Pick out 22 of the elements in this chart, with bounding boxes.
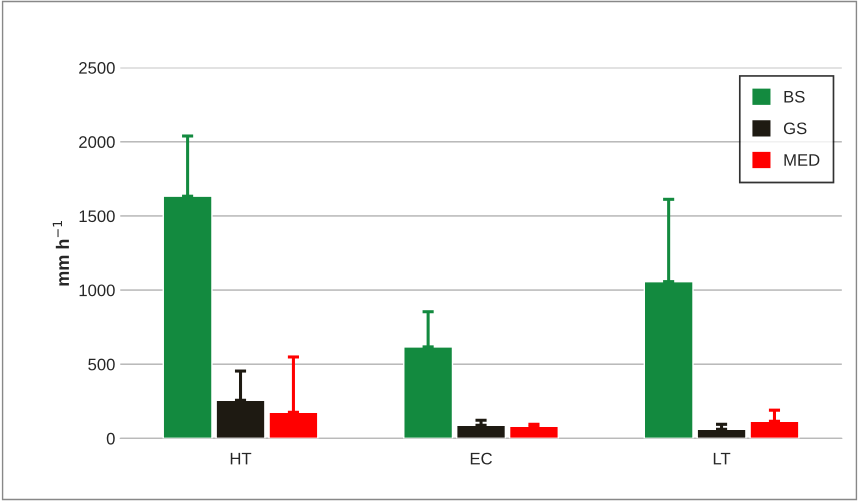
legend-label: BS <box>784 90 805 103</box>
legend-label: MED <box>784 154 820 166</box>
legend-label: GS <box>784 122 806 134</box>
bar <box>456 424 506 438</box>
bar <box>268 412 318 438</box>
y-tick-label: 1500 <box>80 210 115 222</box>
bar <box>644 280 694 438</box>
bar <box>508 426 559 438</box>
y-axis-title: mm h$^{−1}$ <box>52 220 69 286</box>
y-tick-label: 0 <box>106 432 115 445</box>
bar <box>162 196 213 438</box>
bar <box>696 428 747 438</box>
bar <box>749 420 800 438</box>
x-tick-label: HT <box>230 452 252 464</box>
y-tick-label: 1000 <box>80 284 115 296</box>
bar <box>215 400 266 438</box>
y-tick-label: 2000 <box>79 136 115 148</box>
bar <box>403 346 454 438</box>
y-tick-label: 2500 <box>79 62 115 74</box>
x-tick-label: EC <box>470 452 492 465</box>
y-tick-label: 500 <box>88 358 115 370</box>
x-tick-label: LT <box>714 452 730 464</box>
